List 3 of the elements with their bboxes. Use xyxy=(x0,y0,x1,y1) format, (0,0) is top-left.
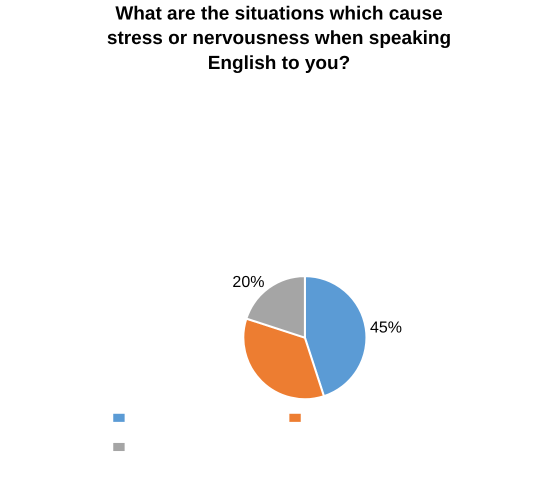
data-label: 45% xyxy=(370,319,402,336)
data-label: 20% xyxy=(232,274,264,291)
chart-title: What are the situations which cause stress or nervousness when speaking English to you? xyxy=(106,3,452,74)
